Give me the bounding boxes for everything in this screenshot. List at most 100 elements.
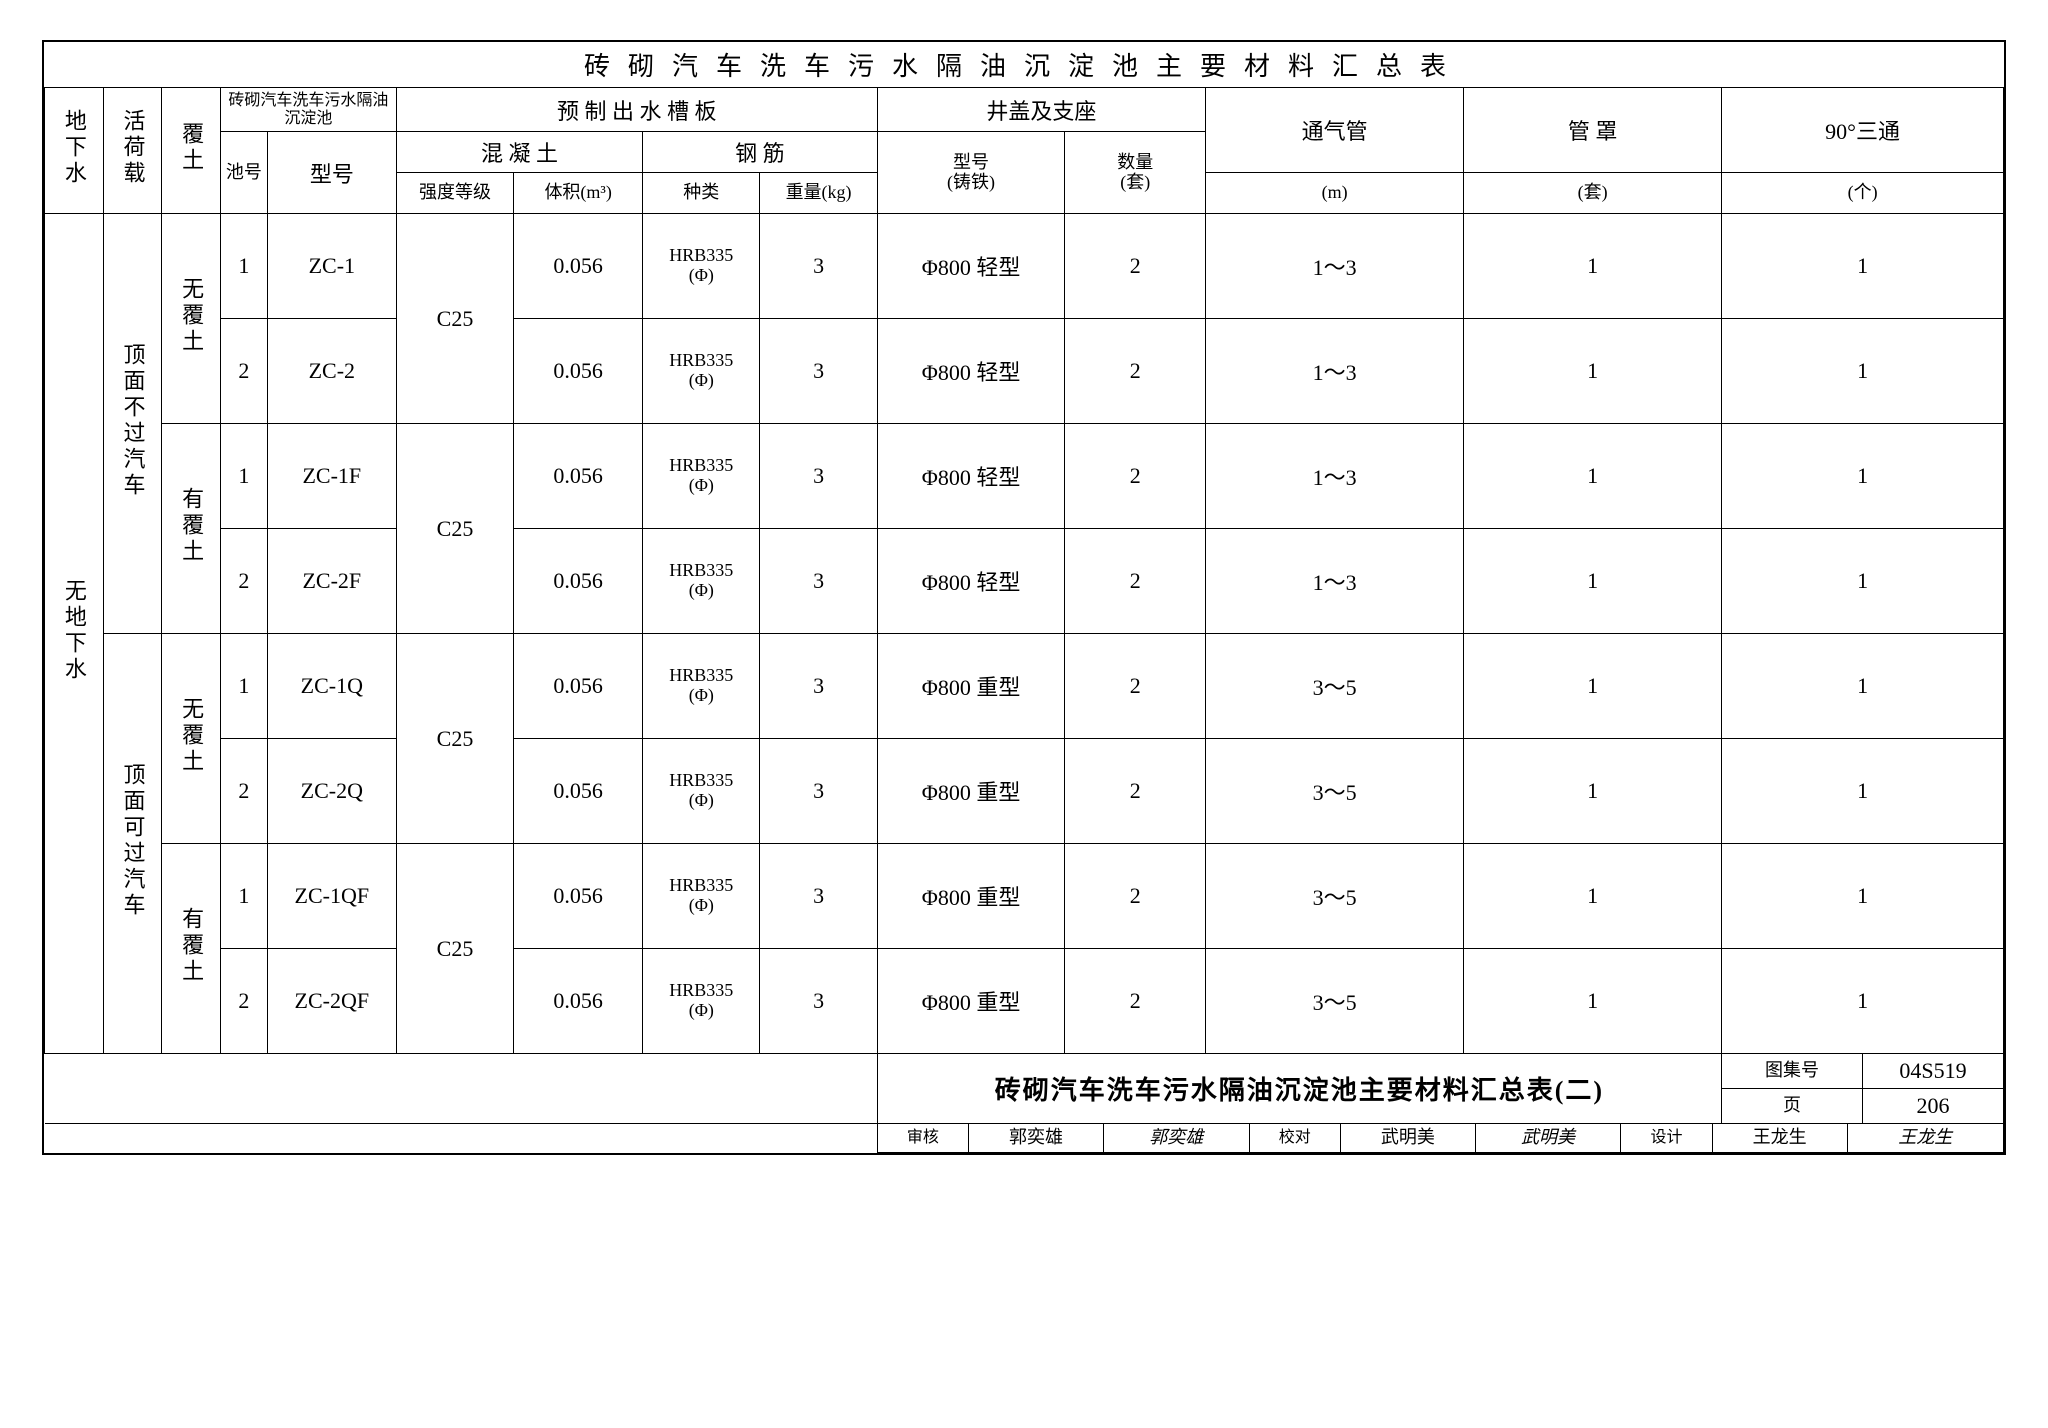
cell-volume: 0.056 [514,739,643,844]
cell-vent: 1～3 [1206,214,1464,319]
cell-rebar-type: HRB335 (Φ) [643,424,760,529]
cell-top-no-car: 顶面不过汽车 [103,214,162,634]
footer-tuji-label: 图集号 [1722,1054,1863,1089]
hdr-pool-no: 池号 [220,132,267,214]
hdr-slab-group: 预 制 出 水 槽 板 [396,88,877,132]
table-row: 2 ZC-2 0.056 HRB335 (Φ) 3 Φ800 轻型 2 1～3 … [45,319,2004,424]
cell-rebar-weight: 3 [760,634,877,739]
cell-pool-no: 2 [220,739,267,844]
hdr-groundwater: 地下水 [45,88,104,214]
table-row: 2 ZC-2QF 0.056 HRB335 (Φ) 3 Φ800 重型 2 3～… [45,949,2004,1054]
cell-volume: 0.056 [514,424,643,529]
check-name: 武明美 [1340,1124,1475,1152]
review-sig: 郭奕雄 [1103,1124,1249,1152]
cell-strength: C25 [396,424,513,634]
cell-vent: 1～3 [1206,529,1464,634]
cell-pool-no: 2 [220,949,267,1054]
cell-cs-qty: 2 [1065,319,1206,424]
cell-vent: 1～3 [1206,319,1464,424]
cell-rebar-weight: 3 [760,319,877,424]
cell-rebar-weight: 3 [760,739,877,844]
cell-cap: 1 [1464,634,1722,739]
hdr-coverseat-group: 井盖及支座 [877,88,1205,132]
design-sig: 王龙生 [1847,1124,2003,1152]
footer-page-value: 206 [1862,1089,2003,1124]
cell-tee: 1 [1722,739,2004,844]
cell-cap: 1 [1464,319,1722,424]
cell-cap: 1 [1464,949,1722,1054]
table-title: 砖砌汽车洗车污水隔油沉淀池主要材料汇总表 [45,42,2004,88]
table-row: 顶面可过汽车 无覆土 1 ZC-1Q C25 0.056 HRB335 (Φ) … [45,634,2004,739]
cell-model: ZC-2QF [267,949,396,1054]
cell-pool-no: 2 [220,319,267,424]
cell-cap: 1 [1464,214,1722,319]
cell-rebar-weight: 3 [760,844,877,949]
cell-tee: 1 [1722,949,2004,1054]
hdr-cap-unit: (套) [1464,173,1722,214]
cell-model: ZC-2F [267,529,396,634]
cell-pool-no: 1 [220,634,267,739]
cell-model: ZC-1Q [267,634,396,739]
cell-rebar-weight: 3 [760,529,877,634]
cell-pool-no: 2 [220,529,267,634]
cell-cs-model: Φ800 轻型 [877,529,1065,634]
cell-pool-no: 1 [220,214,267,319]
cell-rebar-type: HRB335 (Φ) [643,319,760,424]
cell-tee: 1 [1722,319,2004,424]
cell-tee: 1 [1722,634,2004,739]
cell-tee: 1 [1722,214,2004,319]
cell-vent: 3～5 [1206,739,1464,844]
cell-cap: 1 [1464,529,1722,634]
materials-summary-sheet: 砖砌汽车洗车污水隔油沉淀池主要材料汇总表 地下水 活荷载 覆土 砖砌汽车洗车污水… [42,40,2006,1155]
cell-model: ZC-2Q [267,739,396,844]
cell-cs-qty: 2 [1065,424,1206,529]
cell-no-cover: 无覆土 [162,214,221,424]
design-label: 设计 [1621,1124,1712,1152]
cell-cs-qty: 2 [1065,634,1206,739]
cell-no-groundwater: 无地下水 [45,214,104,1054]
hdr-cs-qty: 数量 (套) [1065,132,1206,214]
cell-rebar-type: HRB335 (Φ) [643,844,760,949]
cell-rebar-weight: 3 [760,424,877,529]
table-row: 有覆土 1 ZC-1F C25 0.056 HRB335 (Φ) 3 Φ800 … [45,424,2004,529]
cell-rebar-type: HRB335 (Φ) [643,214,760,319]
table-row: 有覆土 1 ZC-1QF C25 0.056 HRB335 (Φ) 3 Φ800… [45,844,2004,949]
cell-model: ZC-1F [267,424,396,529]
materials-table: 砖砌汽车洗车污水隔油沉淀池主要材料汇总表 地下水 活荷载 覆土 砖砌汽车洗车污水… [44,42,2004,1153]
cell-rebar-type: HRB335 (Φ) [643,634,760,739]
cell-volume: 0.056 [514,214,643,319]
cell-rebar-type: HRB335 (Φ) [643,949,760,1054]
hdr-rebar-type: 种类 [643,173,760,214]
cell-tee: 1 [1722,529,2004,634]
cell-cap: 1 [1464,844,1722,949]
hdr-tee-unit: (个) [1722,173,2004,214]
cell-strength: C25 [396,214,513,424]
cell-cs-qty: 2 [1065,844,1206,949]
cell-model: ZC-2 [267,319,396,424]
cell-strength: C25 [396,844,513,1054]
cell-vent: 3～5 [1206,844,1464,949]
table-row: 2 ZC-2Q 0.056 HRB335 (Φ) 3 Φ800 重型 2 3～5… [45,739,2004,844]
hdr-pool-group: 砖砌汽车洗车污水隔油沉淀池 [220,88,396,132]
hdr-vent-unit: (m) [1206,173,1464,214]
cell-cap: 1 [1464,739,1722,844]
cell-cs-model: Φ800 重型 [877,949,1065,1054]
footer-doc-title: 砖砌汽车洗车污水隔油沉淀池主要材料汇总表(二) [877,1054,1721,1124]
footer-page-label: 页 [1722,1089,1863,1124]
cell-cs-qty: 2 [1065,949,1206,1054]
cell-cs-model: Φ800 重型 [877,634,1065,739]
footer-blank [45,1054,878,1124]
cell-rebar-type: HRB335 (Φ) [643,529,760,634]
hdr-rebar: 钢 筋 [643,132,878,173]
cell-strength: C25 [396,634,513,844]
table-row: 2 ZC-2F 0.056 HRB335 (Φ) 3 Φ800 轻型 2 1～3… [45,529,2004,634]
hdr-cap: 管 罩 [1464,88,1722,173]
cell-cs-qty: 2 [1065,529,1206,634]
cell-tee: 1 [1722,424,2004,529]
cell-model: ZC-1QF [267,844,396,949]
cell-rebar-weight: 3 [760,949,877,1054]
footer-sig-blank [45,1124,878,1153]
hdr-tee: 90°三通 [1722,88,2004,173]
hdr-load: 活荷载 [103,88,162,214]
cell-has-cover: 有覆土 [162,424,221,634]
